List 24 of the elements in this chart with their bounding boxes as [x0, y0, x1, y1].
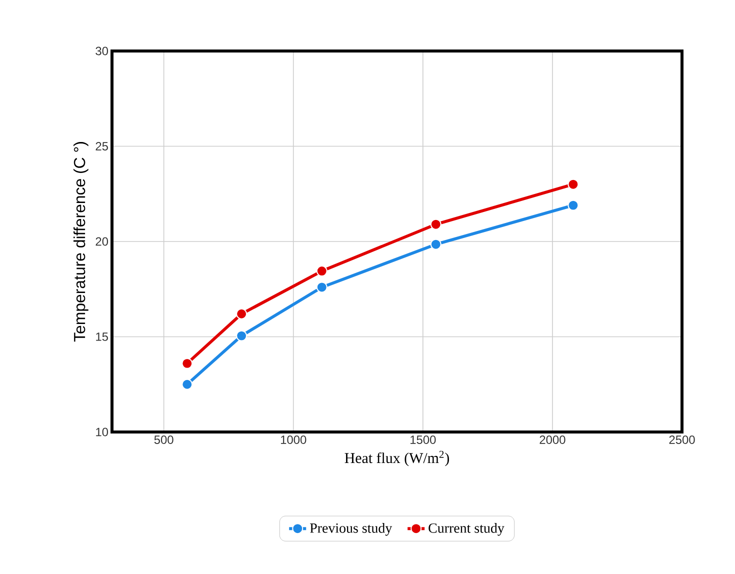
- point: [236, 330, 248, 342]
- x-axis-title: Heat flux (W/m$^{2}$): [344, 450, 449, 466]
- y-tick-label: 20: [96, 237, 108, 246]
- point: [316, 266, 328, 277]
- point: [182, 358, 193, 369]
- point: [430, 238, 442, 250]
- x-tick-label: 2500: [669, 436, 695, 444]
- x-tick-label: 1000: [280, 436, 306, 444]
- point: [568, 200, 579, 211]
- point: [430, 218, 442, 230]
- x-tick-label: 1500: [410, 436, 436, 444]
- point: [236, 308, 248, 320]
- y-tick-label: 15: [96, 332, 108, 341]
- point: [568, 178, 579, 190]
- y-tick-label: 25: [96, 142, 108, 150]
- y-tick-label: 10: [96, 428, 108, 436]
- legend-label: Previous study: [310, 522, 392, 536]
- x-tick-label: 2000: [540, 436, 566, 444]
- x-tick-label: 500: [154, 436, 174, 444]
- point: [316, 282, 328, 293]
- point: [182, 378, 193, 390]
- legend-label: Current study: [428, 522, 504, 536]
- y-axis-title: Temperature difference (C °): [73, 142, 88, 342]
- y-tick-label: 30: [96, 46, 108, 56]
